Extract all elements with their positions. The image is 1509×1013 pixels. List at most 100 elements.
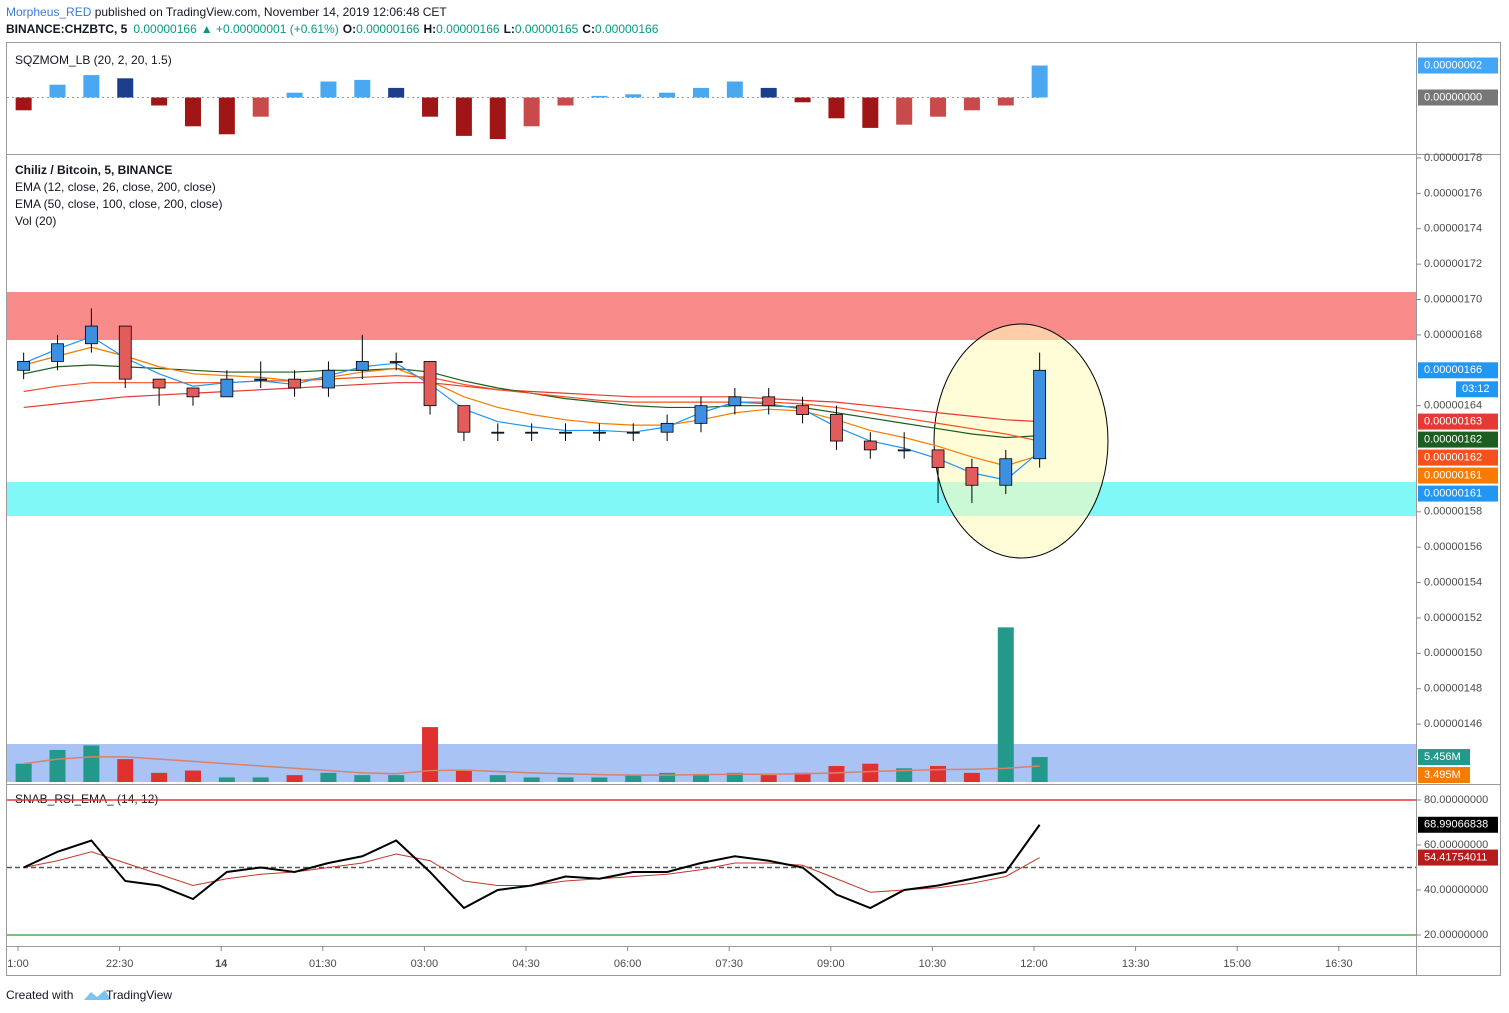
value-label: 0.00000161: [1424, 487, 1482, 499]
candle-body: [796, 405, 809, 415]
volume-bar: [151, 772, 168, 782]
value-label: 68.99066838: [1424, 819, 1488, 831]
value-label: 0.00000000: [1424, 91, 1482, 103]
last-price: 0.00000166: [133, 22, 197, 36]
x-tick-label: 22:30: [106, 958, 134, 970]
value-label-box: [1418, 749, 1470, 766]
header-line-1: Morpheus_RED published on TradingView.co…: [6, 5, 447, 19]
ohlc-value: 0.00000165: [515, 22, 579, 36]
candle-body: [389, 361, 403, 363]
y-tick-label: 0.00000154: [1424, 576, 1482, 588]
y-tick-label: 0.00000146: [1424, 718, 1482, 730]
x-tick-label: 16:30: [1325, 958, 1353, 970]
candle-body: [118, 325, 132, 380]
footer-brand[interactable]: TradingView: [106, 988, 172, 1002]
momentum-bar: [760, 87, 777, 98]
ohlc-label: L:: [504, 22, 515, 36]
momentum-bar: [997, 97, 1014, 106]
value-label: 0.00000166: [1424, 364, 1482, 376]
volume-legend: Vol (20): [15, 214, 56, 228]
frame: [6, 42, 1501, 976]
candle-body: [457, 405, 471, 433]
momentum-bar: [184, 97, 201, 127]
candle-body: [1033, 369, 1047, 460]
momentum-bar: [1031, 65, 1048, 98]
volume-bar: [117, 759, 134, 782]
ema-legend: EMA (50, close, 100, close, 200, close): [15, 197, 222, 211]
candle-body: [999, 458, 1013, 486]
momentum-bar: [422, 97, 439, 117]
candle-body: [592, 431, 606, 434]
value-label-box: [1418, 57, 1498, 74]
ema-legend: EMA (12, close, 26, close, 200, close): [15, 180, 216, 194]
y-tick-label: 0.00000170: [1424, 293, 1482, 305]
candle-body: [931, 449, 945, 468]
volume-bar: [930, 765, 947, 782]
momentum-bar: [862, 97, 879, 128]
author[interactable]: Morpheus_RED: [6, 5, 92, 19]
candle-body: [322, 369, 335, 389]
candle-body: [863, 440, 877, 451]
momentum-bar: [930, 97, 947, 117]
candle-body: [220, 378, 234, 398]
value-label-box: [1456, 381, 1498, 398]
candle-body: [897, 449, 911, 452]
x-tick-label: 07:30: [715, 958, 743, 970]
footer-text: Created with: [6, 988, 73, 1002]
value-label-box: [1418, 849, 1498, 866]
volume-bar: [1031, 757, 1048, 782]
volume-bar: [659, 772, 676, 782]
volume-bar: [862, 763, 879, 782]
ohlc-label: H:: [423, 22, 436, 36]
y-tick-label: 0.00000150: [1424, 647, 1482, 659]
value-label-box: [1418, 816, 1498, 833]
momentum-bar: [286, 92, 303, 98]
x-tick-label: 15:00: [1223, 958, 1251, 970]
ema-line: [23, 346, 1040, 467]
candle-body: [559, 431, 572, 434]
value-label: 0.00000002: [1424, 59, 1482, 71]
candle-body: [491, 431, 505, 434]
candle-body: [728, 396, 742, 407]
x-tick-label: 14: [215, 958, 228, 970]
volume-bar: [794, 772, 811, 782]
momentum-bar: [49, 84, 66, 98]
resistance-zone: [7, 292, 1416, 340]
value-label: 0.00000161: [1424, 469, 1482, 481]
momentum-bar: [659, 92, 676, 98]
x-tick-label: 09:00: [817, 958, 845, 970]
value-label-box: [1418, 485, 1498, 502]
momentum-bar: [557, 97, 574, 106]
volume-bar: [692, 775, 709, 782]
volume-bar: [760, 775, 777, 782]
momentum-bar: [218, 97, 235, 135]
momentum-bar: [523, 97, 540, 127]
ema-line: [23, 374, 1040, 442]
candle-body: [830, 414, 843, 442]
y-tick-label: 0.00000174: [1424, 223, 1482, 235]
rsi-tick-label: 20.00000000: [1424, 929, 1488, 941]
rsi-tick-label: 40.00000000: [1424, 884, 1488, 896]
volume-bar: [83, 745, 100, 782]
volume-bar: [625, 775, 642, 782]
y-tick-label: 0.00000172: [1424, 258, 1482, 270]
x-tick-label: 04:30: [512, 958, 540, 970]
candle-body: [626, 431, 640, 434]
ohlc-value: 0.00000166: [356, 22, 420, 36]
momentum-bar: [388, 87, 405, 98]
value-label-box: [1418, 449, 1498, 466]
momentum-bar: [83, 75, 100, 98]
x-tick-label: 1:00: [7, 958, 28, 970]
volume-bar: [489, 775, 506, 782]
candle-body: [660, 422, 674, 433]
value-label: 0.00000162: [1424, 451, 1482, 463]
ohlc-label: C:: [582, 22, 595, 36]
momentum-bar: [455, 97, 472, 136]
value-label: 03:12: [1462, 383, 1490, 395]
candle-body: [84, 325, 98, 345]
momentum-bar: [320, 81, 337, 98]
momentum-bar: [692, 87, 709, 98]
value-label: 0.00000162: [1424, 433, 1482, 445]
momentum-bar: [252, 97, 269, 117]
